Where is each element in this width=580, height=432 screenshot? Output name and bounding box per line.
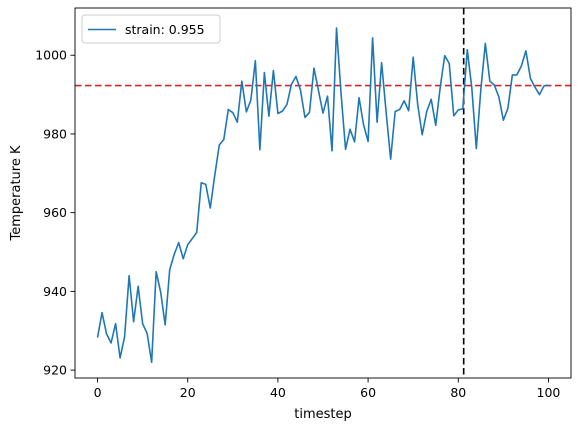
series-line [96,27,549,364]
x-tick-label: 80 [450,385,466,400]
x-tick-label: 100 [537,385,561,400]
plot-background [75,8,571,378]
x-tick-label: 20 [180,385,196,400]
x-tick-label: 60 [360,385,376,400]
x-tick-label: 40 [270,385,286,400]
x-axis-label: timestep [294,407,352,422]
series-layer [96,27,549,364]
legend-label: strain: 0.955 [125,22,205,37]
x-axis: 0 20 40 60 80 100 [94,378,561,400]
plot-frame [74,7,572,379]
legend: strain: 0.955 [81,14,221,44]
y-axis: 920 940 960 980 1000 [35,48,75,378]
reference-lines [75,8,571,378]
y-tick-label: 960 [43,205,67,220]
y-tick-label: 920 [43,363,67,378]
legend-box [81,14,221,44]
x-tick-label: 0 [94,385,102,400]
y-tick-label: 940 [43,284,67,299]
y-tick-label: 1000 [35,48,67,63]
y-axis-label: Temperature K [9,145,24,241]
y-tick-label: 980 [43,126,67,141]
